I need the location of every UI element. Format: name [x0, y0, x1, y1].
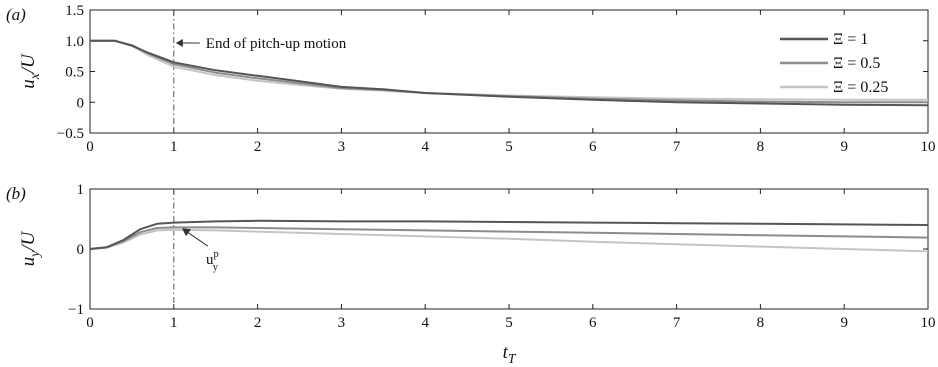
- y-tick-label: −1: [68, 302, 84, 318]
- y-tick-label: 0: [77, 95, 85, 111]
- x-tick-label: 5: [505, 139, 513, 155]
- x-tick-label: 7: [673, 315, 681, 331]
- x-tick-label: 4: [421, 315, 429, 331]
- annotation-arrowhead: [175, 39, 183, 47]
- x-tick-label: 10: [921, 315, 936, 331]
- x-tick-label: 9: [840, 139, 848, 155]
- x-tick-label: 9: [840, 315, 848, 331]
- x-tick-label: 2: [254, 315, 262, 331]
- legend-label: Ξ = 1: [833, 31, 868, 48]
- annotation-arrowhead: [181, 228, 191, 237]
- y-tick-label: 1: [77, 182, 85, 198]
- annotation-text: End of pitch-up motion: [206, 36, 347, 52]
- x-tick-label: 5: [505, 315, 513, 331]
- y-axis-label: ux/U: [18, 53, 42, 89]
- y-tick-label: −0.5: [57, 126, 84, 142]
- x-axis-label: tT: [503, 342, 517, 366]
- plot-frame: [89, 9, 929, 134]
- series-line: [89, 219, 929, 250]
- x-tick-label: 7: [673, 139, 681, 155]
- y-tick-label: 1.0: [65, 34, 84, 50]
- series-line: [90, 39, 929, 107]
- x-tick-label: 6: [589, 315, 597, 331]
- annotation-text: up y: [206, 249, 219, 273]
- x-tick-label: 0: [86, 139, 94, 155]
- series-line: [89, 228, 929, 253]
- annotation-arrow: [185, 230, 209, 247]
- x-tick-label: 3: [338, 315, 346, 331]
- x-tick-label: 8: [757, 315, 765, 331]
- x-tick-label: 1: [170, 315, 178, 331]
- y-tick-label: 0: [77, 242, 85, 258]
- y-axis-label: uy/U: [18, 231, 42, 267]
- x-tick-label: 1: [170, 139, 178, 155]
- x-tick-label: 4: [421, 139, 429, 155]
- x-tick-label: 0: [86, 315, 94, 331]
- y-tick-label: 1.5: [65, 3, 84, 19]
- x-tick-label: 6: [589, 139, 597, 155]
- x-tick-label: 8: [757, 139, 765, 155]
- legend-label: Ξ = 0.25: [833, 79, 888, 96]
- x-tick-label: 2: [254, 139, 262, 155]
- series-line: [89, 226, 929, 250]
- x-tick-label: 3: [338, 139, 346, 155]
- x-tick-label: 10: [921, 139, 936, 155]
- y-tick-label: 0.5: [65, 65, 84, 81]
- legend-label: Ξ = 0.5: [833, 55, 880, 72]
- panel-label: (b): [6, 184, 26, 203]
- panel-label: (a): [6, 5, 26, 24]
